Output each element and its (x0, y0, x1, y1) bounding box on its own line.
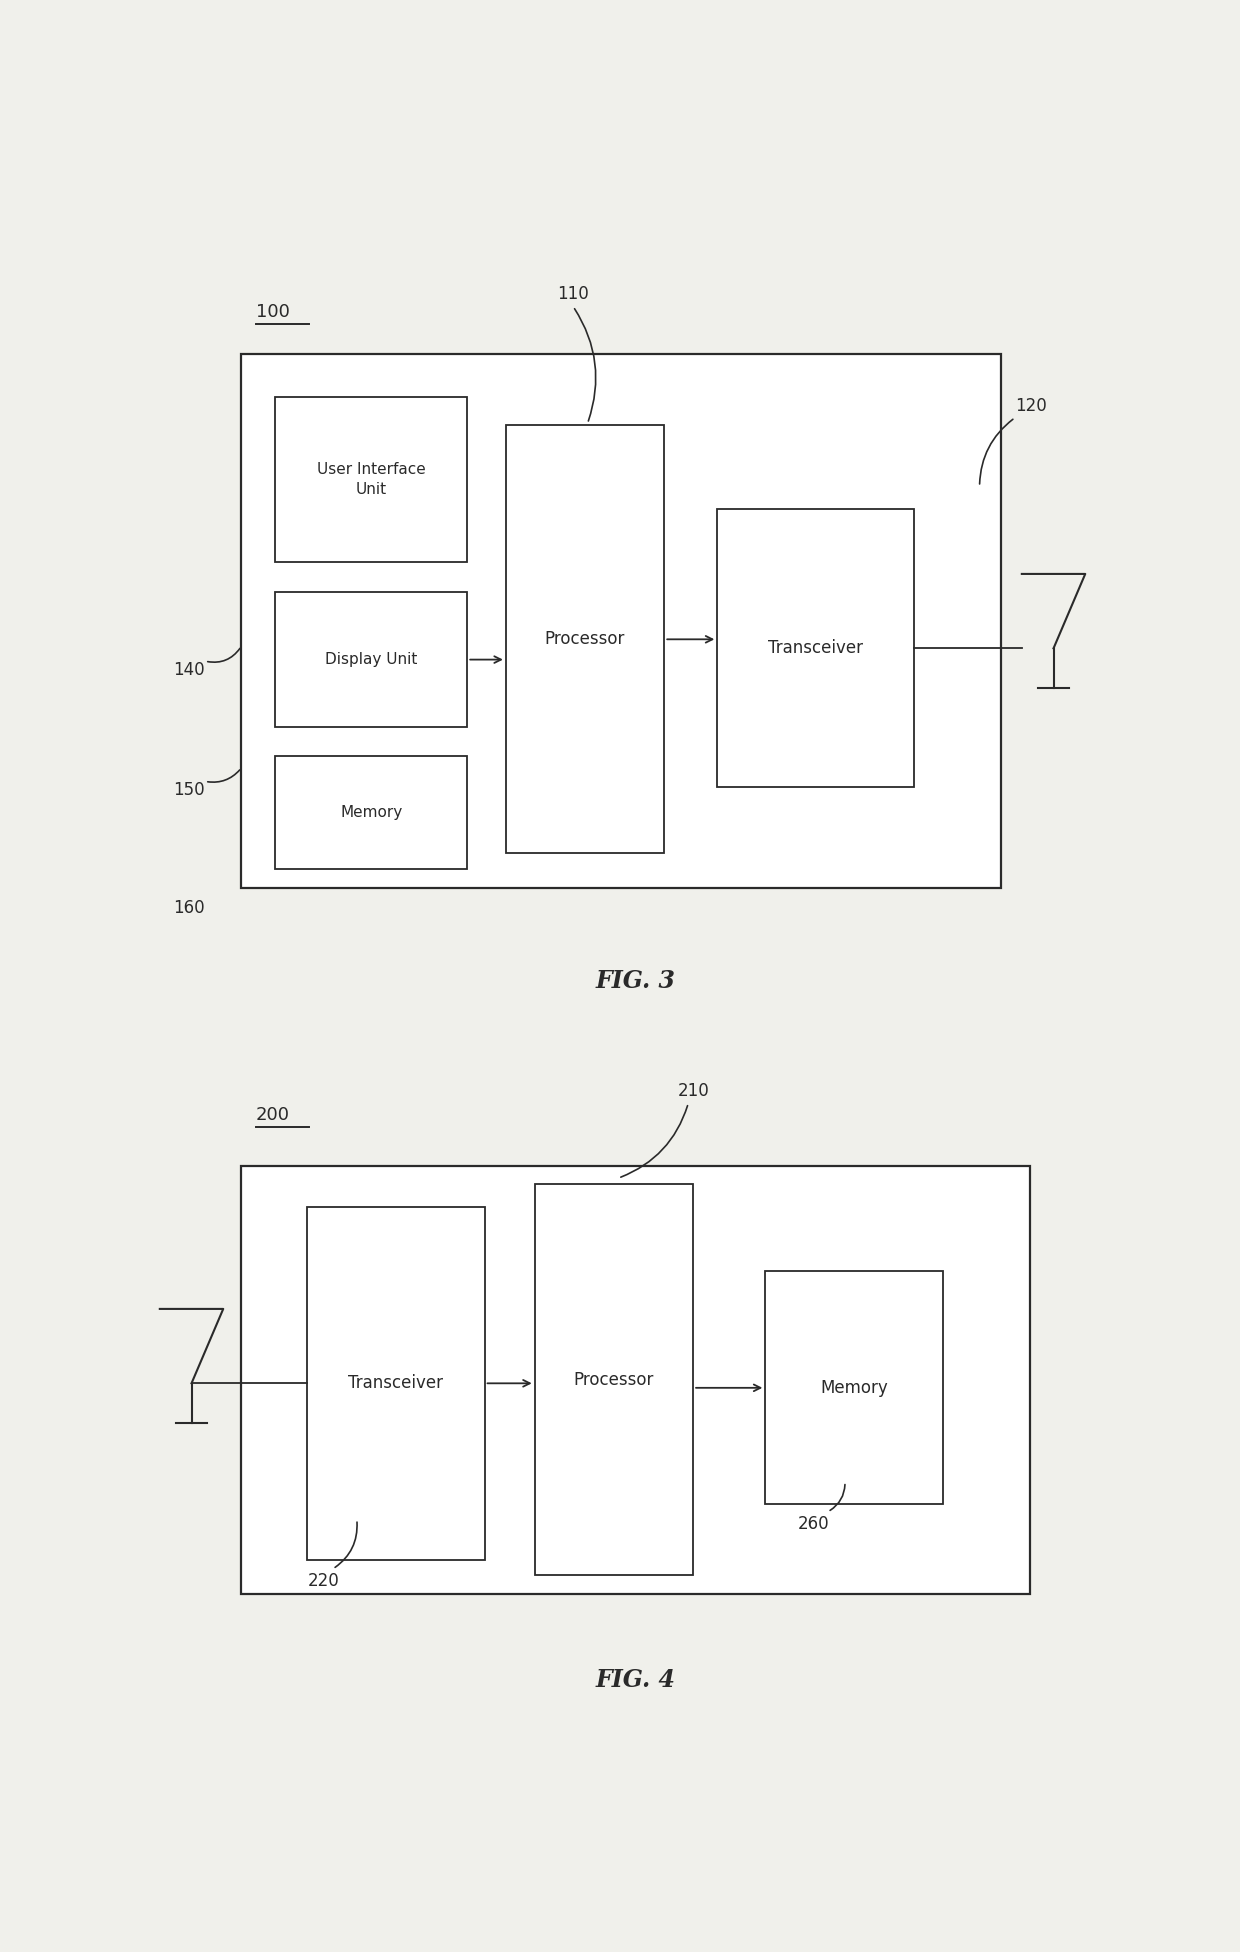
Text: FIG. 4: FIG. 4 (595, 1669, 676, 1692)
Text: Processor: Processor (544, 630, 625, 648)
FancyArrowPatch shape (208, 769, 239, 783)
Bar (506, 426, 665, 853)
Bar (275, 591, 467, 728)
Bar (275, 396, 467, 562)
Bar (306, 1206, 485, 1560)
Text: 100: 100 (255, 303, 290, 322)
Text: Processor: Processor (574, 1370, 653, 1388)
FancyArrowPatch shape (574, 308, 595, 422)
Text: 220: 220 (308, 1571, 339, 1591)
FancyArrowPatch shape (208, 648, 239, 662)
Text: 110: 110 (557, 285, 589, 303)
Bar (275, 755, 467, 869)
Text: User Interface
Unit: User Interface Unit (317, 463, 425, 496)
Text: 260: 260 (797, 1515, 830, 1532)
Text: Transceiver: Transceiver (348, 1374, 443, 1392)
Text: 120: 120 (1016, 396, 1047, 414)
Text: FIG. 3: FIG. 3 (595, 970, 676, 994)
Text: Memory: Memory (340, 804, 402, 820)
FancyArrowPatch shape (830, 1485, 844, 1511)
Text: 160: 160 (174, 898, 205, 917)
Text: 200: 200 (255, 1107, 290, 1124)
FancyArrowPatch shape (980, 420, 1013, 484)
FancyArrowPatch shape (621, 1105, 687, 1177)
Bar (717, 509, 914, 787)
Bar (242, 1165, 1029, 1595)
Text: 140: 140 (174, 662, 205, 679)
Text: Memory: Memory (820, 1378, 888, 1398)
Text: Display Unit: Display Unit (325, 652, 418, 668)
FancyArrowPatch shape (335, 1523, 357, 1567)
Text: 210: 210 (677, 1081, 709, 1101)
Bar (765, 1271, 944, 1505)
Text: Transceiver: Transceiver (769, 640, 863, 658)
Text: 150: 150 (174, 781, 205, 800)
Bar (534, 1185, 693, 1575)
Bar (242, 355, 1001, 888)
